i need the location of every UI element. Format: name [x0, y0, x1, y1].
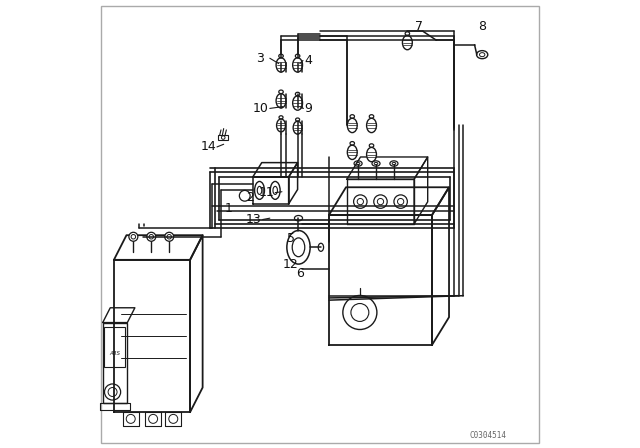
- Ellipse shape: [292, 58, 303, 72]
- Text: 4: 4: [305, 54, 312, 67]
- Text: C0304514: C0304514: [470, 431, 506, 440]
- Ellipse shape: [255, 181, 264, 199]
- Text: 10: 10: [253, 102, 269, 115]
- Text: 12: 12: [283, 258, 299, 271]
- Text: 2: 2: [246, 190, 255, 204]
- Bar: [218, 135, 228, 140]
- Text: 7: 7: [415, 20, 422, 34]
- Ellipse shape: [348, 145, 357, 159]
- Text: 1: 1: [224, 202, 232, 215]
- Text: 3: 3: [256, 52, 264, 65]
- Text: 13: 13: [246, 213, 262, 226]
- Ellipse shape: [292, 96, 303, 110]
- Ellipse shape: [477, 51, 488, 59]
- Text: 5: 5: [287, 232, 295, 246]
- Ellipse shape: [403, 35, 412, 50]
- Ellipse shape: [293, 121, 302, 134]
- Text: 14: 14: [200, 140, 216, 154]
- Ellipse shape: [270, 181, 280, 199]
- Circle shape: [147, 232, 156, 241]
- Bar: [104, 327, 125, 367]
- Ellipse shape: [276, 58, 286, 72]
- Ellipse shape: [348, 118, 357, 133]
- Text: 8: 8: [479, 20, 486, 34]
- Text: 9: 9: [305, 102, 312, 115]
- Ellipse shape: [287, 230, 310, 264]
- Text: 11: 11: [259, 186, 275, 199]
- Text: ABS: ABS: [109, 351, 120, 356]
- Ellipse shape: [276, 119, 285, 132]
- Circle shape: [164, 232, 173, 241]
- Circle shape: [129, 232, 138, 241]
- Text: 6: 6: [296, 267, 304, 280]
- Ellipse shape: [276, 94, 286, 108]
- Bar: [103, 323, 127, 403]
- Ellipse shape: [367, 147, 376, 162]
- Ellipse shape: [367, 118, 376, 133]
